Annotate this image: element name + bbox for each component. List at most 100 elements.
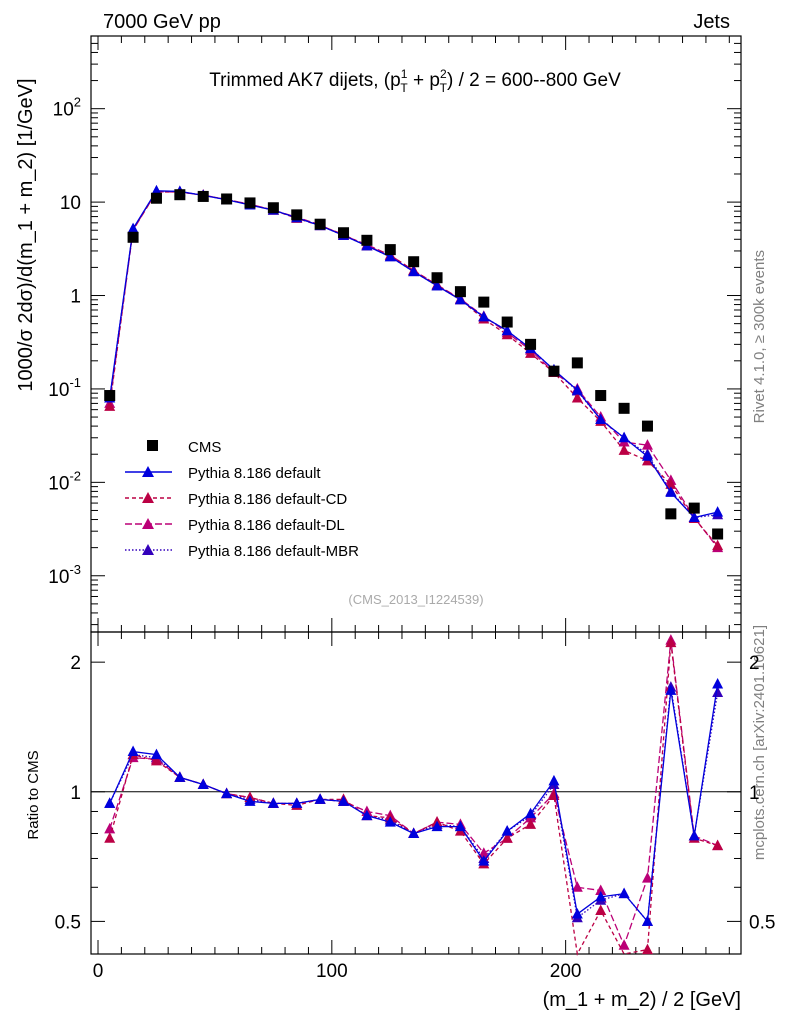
ratio-series-marker: [665, 636, 677, 648]
main-y-tick-label: 102: [53, 95, 81, 121]
main-series-marker: [665, 478, 677, 489]
ratio-series-marker: [665, 684, 677, 695]
cms-data-point: [150, 192, 162, 204]
ratio-series-marker: [361, 809, 373, 821]
legend-marker-cms: [147, 440, 158, 451]
ratio-y-axis-label: Ratio to CMS: [25, 750, 42, 839]
cms-data-point: [127, 231, 139, 243]
ratio-y-tick-label-right: 2: [749, 653, 760, 674]
cms-data-point: [384, 244, 396, 256]
ratio-series-marker: [150, 748, 162, 760]
main-series-marker: [688, 511, 700, 523]
cms-data-point: [431, 272, 443, 284]
cms-data-point: [244, 197, 256, 209]
cms-data-point: [267, 202, 279, 214]
main-series-marker: [712, 539, 724, 551]
ratio-series-marker: [618, 939, 630, 950]
main-y-tick-label: 10-1: [48, 375, 81, 401]
x-tick-label: 200: [550, 961, 582, 982]
main-series-marker: [641, 439, 653, 450]
main-y-tick-label: 1: [70, 287, 81, 308]
cms-data-point: [361, 234, 373, 246]
ratio-series-marker: [454, 820, 466, 832]
ratio-series-marker: [641, 943, 653, 955]
ratio-series-marker: [431, 820, 443, 832]
x-tick-label: 100: [316, 961, 348, 982]
main-series-marker: [571, 391, 583, 403]
cms-data-point: [571, 357, 583, 369]
cms-data-point: [408, 256, 420, 268]
cms-data-point: [197, 190, 209, 202]
legend-label-mbr: Pythia 8.186 default-MBR: [188, 543, 359, 560]
cms-data-point: [501, 316, 513, 328]
ratio-series-marker: [548, 789, 560, 801]
ratio-series-marker: [221, 787, 233, 799]
ratio-series-line: [109, 640, 718, 948]
ratio-series-marker: [197, 778, 209, 789]
header-process: Jets: [693, 11, 730, 33]
ratio-series-marker: [595, 904, 607, 915]
cms-data-point: [478, 296, 490, 308]
main-series-marker: [501, 324, 513, 336]
ratio-series-marker: [104, 797, 116, 808]
legend-label-cd: Pythia 8.186 default-CD: [188, 491, 347, 508]
cms-data-point: [525, 338, 537, 350]
legend-marker-cd: [142, 492, 154, 503]
main-series-marker: [571, 384, 583, 395]
main-y-tick-label: 10: [60, 193, 81, 214]
legend-label-cms: CMS: [188, 439, 221, 456]
main-y-tick-label: 10-2: [48, 468, 81, 494]
ratio-series-marker: [571, 881, 583, 892]
cms-data-point: [712, 528, 724, 540]
main-series-marker: [127, 222, 139, 234]
legend: CMS Pythia 8.186 default Pythia 8.186 de…: [125, 439, 359, 560]
x-axis-label: (m_1 + m_2) / 2 [GeV]: [543, 989, 741, 1011]
main-y-axis-label: 1000/σ 2dσ)/d(m_1 + m_2) [1/GeV]: [15, 78, 37, 391]
axis-ticks: 10-3 10-2 10-1 1 10 102 0 100 200 0.5 0.5 1 1 2 2: [48, 35, 775, 982]
cms-data-point: [548, 365, 560, 377]
header-energy: 7000 GeV pp: [103, 11, 221, 33]
ratio-series-marker: [712, 686, 724, 698]
ratio-y-tick-label-left: 0.5: [55, 912, 81, 933]
ratio-series-marker: [478, 855, 490, 866]
cms-data-point: [688, 502, 700, 514]
ratio-series-marker: [641, 915, 653, 926]
ratio-series-line: [109, 642, 718, 957]
cms-data-point: [291, 209, 303, 221]
ratio-series-marker: [525, 807, 537, 819]
ratio-y-tick-label-left: 1: [70, 783, 81, 804]
ratio-series-marker: [548, 774, 560, 786]
main-series-marker: [104, 400, 116, 411]
ratio-series-marker: [127, 745, 139, 757]
main-series-marker: [408, 265, 420, 277]
cms-data-point: [641, 420, 653, 432]
legend-marker-dl: [142, 518, 154, 529]
cms-data-point: [618, 402, 630, 414]
ratio-series-marker: [314, 793, 326, 804]
main-series-marker: [595, 413, 607, 425]
x-tick-label: 0: [93, 961, 104, 982]
ratio-series-marker: [712, 839, 724, 851]
ratio-series-marker: [641, 872, 653, 883]
ratio-series-line: [109, 687, 719, 923]
ratio-series-marker: [712, 677, 724, 689]
ratio-series-marker: [104, 832, 116, 843]
ratio-series-marker: [595, 890, 607, 902]
legend-marker-default: [142, 466, 154, 477]
analysis-watermark: (CMS_2013_I1224539): [348, 592, 483, 607]
ratio-series-marker: [501, 825, 513, 836]
main-series-layer: [104, 184, 724, 553]
ratio-series-marker: [384, 816, 396, 827]
cms-data-point: [314, 218, 326, 230]
ratio-series-layer: [104, 634, 724, 957]
ratio-series-marker: [150, 754, 162, 766]
ratio-series-marker: [501, 832, 513, 843]
main-series-marker: [478, 310, 490, 322]
cms-data-point: [338, 227, 350, 239]
legend-label-default: Pythia 8.186 default: [188, 465, 321, 482]
main-series-marker: [618, 431, 630, 443]
cms-data-point: [595, 390, 607, 402]
main-series-marker: [431, 279, 443, 291]
ratio-series-marker: [688, 829, 700, 841]
